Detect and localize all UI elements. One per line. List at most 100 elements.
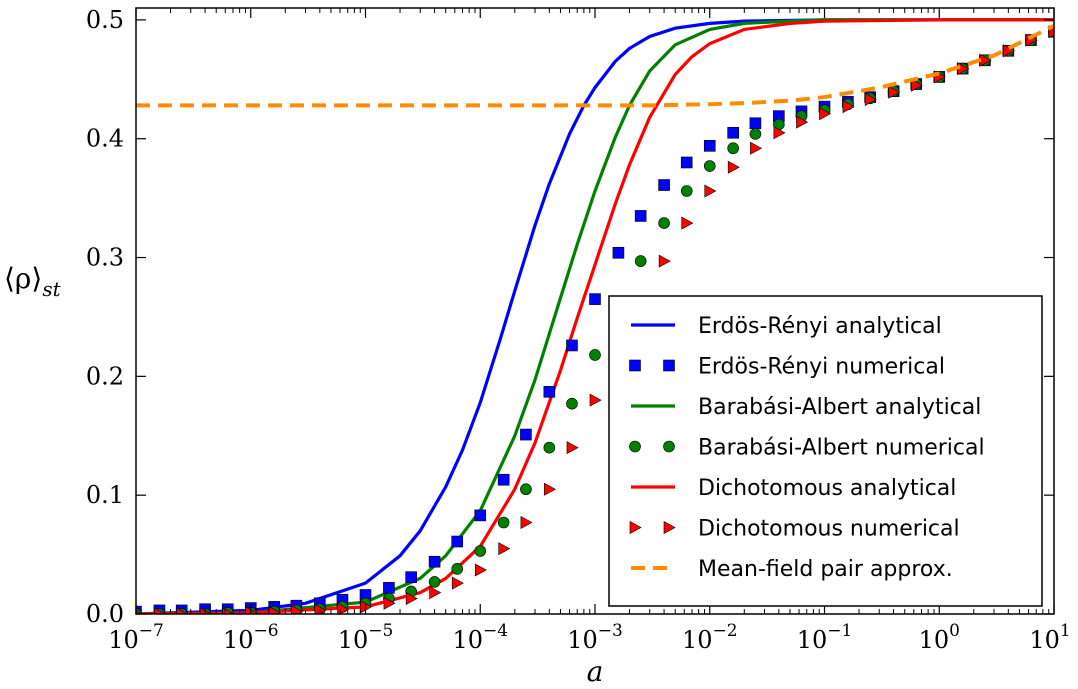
data-point-dichotomous-numerical [864,92,877,106]
data-point-dichotomous-numerical [451,576,464,590]
data-point-barab-si-albert-numerical [543,441,556,454]
legend-item-barab-si-albert-numerical: Barabási-Albert numerical [629,436,985,461]
y-axis-title: ⟨ρ⟩st [4,262,62,301]
data-point-erd-s-r-nyi-numerical [566,339,578,352]
data-point-barab-si-albert-numerical [703,160,716,172]
y-axis-title-subscript: st [42,277,61,301]
data-point-dichotomous-numerical [474,563,487,577]
data-point-dichotomous-numerical [750,141,763,155]
legend-label-dichotomous-analytical: Dichotomous analytical [698,476,956,501]
data-point-erd-s-r-nyi-numerical [543,385,556,398]
x-tick-label-exponent: 1 [1060,621,1071,641]
data-point-barab-si-albert-numerical [474,545,487,557]
data-point-dichotomous-numerical [910,78,923,92]
data-point-dichotomous-numerical [498,542,511,556]
data-point-dichotomous-numerical [544,482,556,496]
data-point-barab-si-albert-numerical [727,142,739,155]
x-tick-label-base: 10 [452,626,483,654]
legend-label-erd-s-r-nyi-numerical: Erdös-Rényi numerical [698,355,945,380]
data-point-dichotomous-numerical [520,516,533,530]
data-point-erd-s-r-nyi-numerical [589,293,601,305]
y-axis-title-main: ⟨ρ⟩ [4,262,42,295]
y-tick-label: 0.3 [86,244,124,272]
data-point-dichotomous-numerical [154,607,167,614]
axes-layer [135,7,1055,615]
data-point-erd-s-r-nyi-numerical [428,555,441,568]
legend-label-dichotomous-numerical: Dichotomous numerical [698,517,960,542]
legend-label-erd-s-r-nyi-analytical: Erdös-Rényi analytical [698,314,942,339]
data-point-barab-si-albert-numerical [497,516,510,529]
x-tick-label: 101 [1029,621,1070,654]
data-point-dichotomous-numerical [842,100,855,114]
data-point-barab-si-albert-numerical [428,576,441,588]
x-tick-label-exponent: −3 [598,621,623,641]
data-point-erd-s-r-nyi-numerical [383,582,395,594]
data-point-barab-si-albert-numerical [634,255,647,267]
data-point-erd-s-r-nyi-numerical [703,140,716,152]
legend-item-dichotomous-analytical: Dichotomous analytical [631,476,956,501]
data-point-dichotomous-numerical [589,393,602,407]
data-point-dichotomous-numerical [429,586,442,600]
data-point-erd-s-r-nyi-numerical [520,428,532,441]
data-point-erd-s-r-nyi-numerical [405,571,417,583]
data-point-dichotomous-numerical [176,607,189,614]
plot-area [136,18,1054,614]
data-point-erd-s-r-nyi-numerical [612,246,625,259]
x-tick-label-exponent: 0 [949,621,960,641]
x-tick-label: 10−1 [797,621,853,654]
y-tick-label: 0.4 [86,125,124,153]
data-point-barab-si-albert-numerical [566,397,578,410]
legend-box [608,295,1043,607]
data-point-dichotomous-numerical [681,216,694,230]
legend-item-erd-s-r-nyi-analytical: Erdös-Rényi analytical [631,314,942,339]
x-tick-label-base: 10 [797,626,828,654]
legend-item-dichotomous-numerical: Dichotomous numerical [629,517,960,542]
x-tick-label-base: 10 [919,626,950,654]
x-tick-label-base: 10 [567,626,598,654]
legend: Erdös-Rényi analytical Erdös-Rényi numeri… [608,295,1043,607]
y-tick-label: 0.1 [86,481,124,509]
x-tick-label-base: 10 [338,626,369,654]
data-point-erd-s-r-nyi-numerical [680,156,693,169]
data-point-erd-s-r-nyi-numerical [749,117,762,130]
data-point-dichotomous-numerical [704,184,717,198]
data-point-erd-s-r-nyi-numerical [658,179,670,191]
tick-label-layer: 10−7 10−6 10−5 10−4 10−3 10−2 10−1 100 1010.00.1… [86,6,1071,654]
data-point-erd-s-r-nyi-numerical [727,126,739,139]
x-tick-label-base: 10 [223,626,254,654]
legend-label-barab-si-albert-analytical: Barabási-Albert analytical [698,395,981,420]
data-point-erd-s-r-nyi-numerical [474,509,487,522]
y-tick-label: 0.2 [86,362,124,390]
data-point-erd-s-r-nyi-numerical [634,210,647,222]
legend-label-mean-field-pair-approx: Mean-field pair approx. [698,557,953,582]
x-tick-label: 10−2 [682,621,738,654]
x-tick-label: 10−6 [223,621,279,654]
x-tick-label-base: 10 [108,626,139,654]
data-point-dichotomous-numerical [727,160,740,174]
legend-swatch-dichotomous-numerical [663,520,676,535]
data-point-barab-si-albert-numerical [658,217,670,229]
legend-item-erd-s-r-nyi-numerical: Erdös-Rényi numerical [629,355,945,380]
x-tick-label-base: 10 [1029,626,1060,654]
y-tick-label: 0.0 [86,600,124,628]
legend-swatch-erd-s-r-nyi-numerical [629,359,641,372]
x-tick-label-exponent: −6 [253,621,278,641]
x-tick-label: 10−5 [338,621,394,654]
data-point-dichotomous-numerical [796,115,809,129]
series-layer [136,18,1054,614]
legend-item-barab-si-albert-analytical: Barabási-Albert analytical [631,395,981,420]
data-point-dichotomous-numerical [773,126,786,140]
legend-label-barab-si-albert-numerical: Barabási-Albert numerical [698,436,985,461]
x-tick-label: 10−4 [452,621,508,654]
data-point-dichotomous-numerical [291,605,304,614]
x-tick-label: 100 [919,621,960,654]
data-point-barab-si-albert-numerical [680,185,693,197]
data-point-barab-si-albert-numerical [451,563,464,575]
x-tick-label-exponent: −2 [712,621,737,641]
legend-swatch-barab-si-albert-numerical [629,440,641,453]
x-tick-label-base: 10 [682,626,713,654]
x-tick-label-exponent: −1 [827,621,852,641]
data-point-dichotomous-numerical [888,85,901,99]
data-point-dichotomous-numerical [268,606,281,614]
